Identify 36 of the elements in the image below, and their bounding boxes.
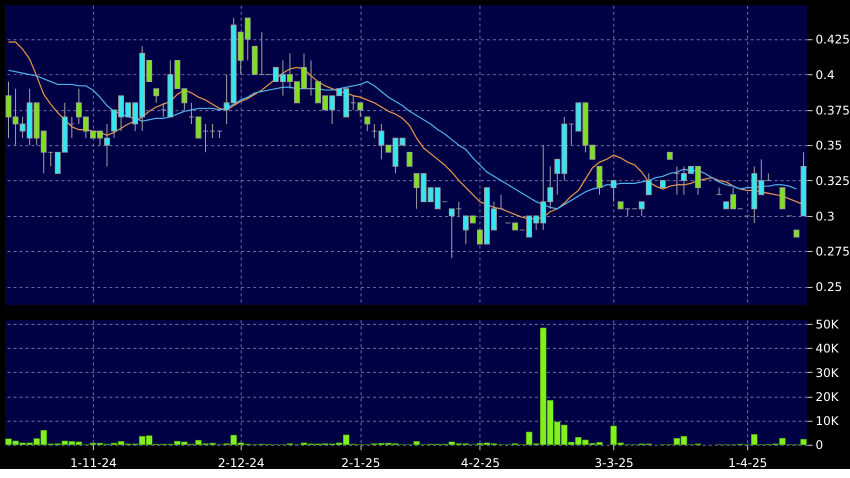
candlestick: [780, 187, 786, 210]
candlestick: [646, 172, 652, 196]
y-tick-label: 50K: [816, 318, 840, 332]
candlestick: [258, 32, 265, 76]
candlestick: [406, 152, 412, 167]
y-tick-label: 0.35: [816, 138, 842, 153]
candlestick: [364, 116, 370, 132]
candlestick: [448, 208, 455, 259]
candlestick: [596, 166, 602, 196]
candlestick: [638, 201, 645, 216]
x-tick-label: 2-12-24: [218, 456, 265, 470]
y-tick-label: 20K: [816, 390, 840, 404]
candlestick: [765, 172, 772, 182]
x-tick-label: 1-11-24: [70, 456, 117, 470]
y-tick-label: 0.375: [816, 103, 850, 118]
y-tick-label: 10K: [816, 414, 840, 428]
x-tick-label: 4-2-25: [460, 456, 500, 470]
candlestick: [216, 130, 222, 139]
y-tick-label: 0.3: [816, 209, 835, 224]
candlestick: [456, 201, 462, 216]
x-tick-label: 1-4-25: [728, 456, 768, 470]
candlestick: [716, 187, 722, 196]
y-tick-label: 0: [816, 438, 824, 452]
candlestick: [210, 124, 216, 139]
candlestick: [153, 88, 160, 104]
y-tick-label: 0.325: [816, 174, 850, 188]
candlestick: [68, 116, 75, 139]
y-tick-label: 0.425: [816, 32, 850, 47]
y-tick-label: 0.275: [816, 244, 850, 259]
x-tick-label: 3-3-25: [594, 456, 634, 470]
candlestick: [610, 180, 616, 202]
y-tick-label: 40K: [816, 342, 840, 356]
y-tick-label: 0.25: [816, 280, 842, 294]
y-tick-label: 30K: [816, 366, 840, 380]
y-tick-label: 0.4: [816, 68, 835, 82]
x-tick-label: 2-1-25: [341, 456, 380, 470]
